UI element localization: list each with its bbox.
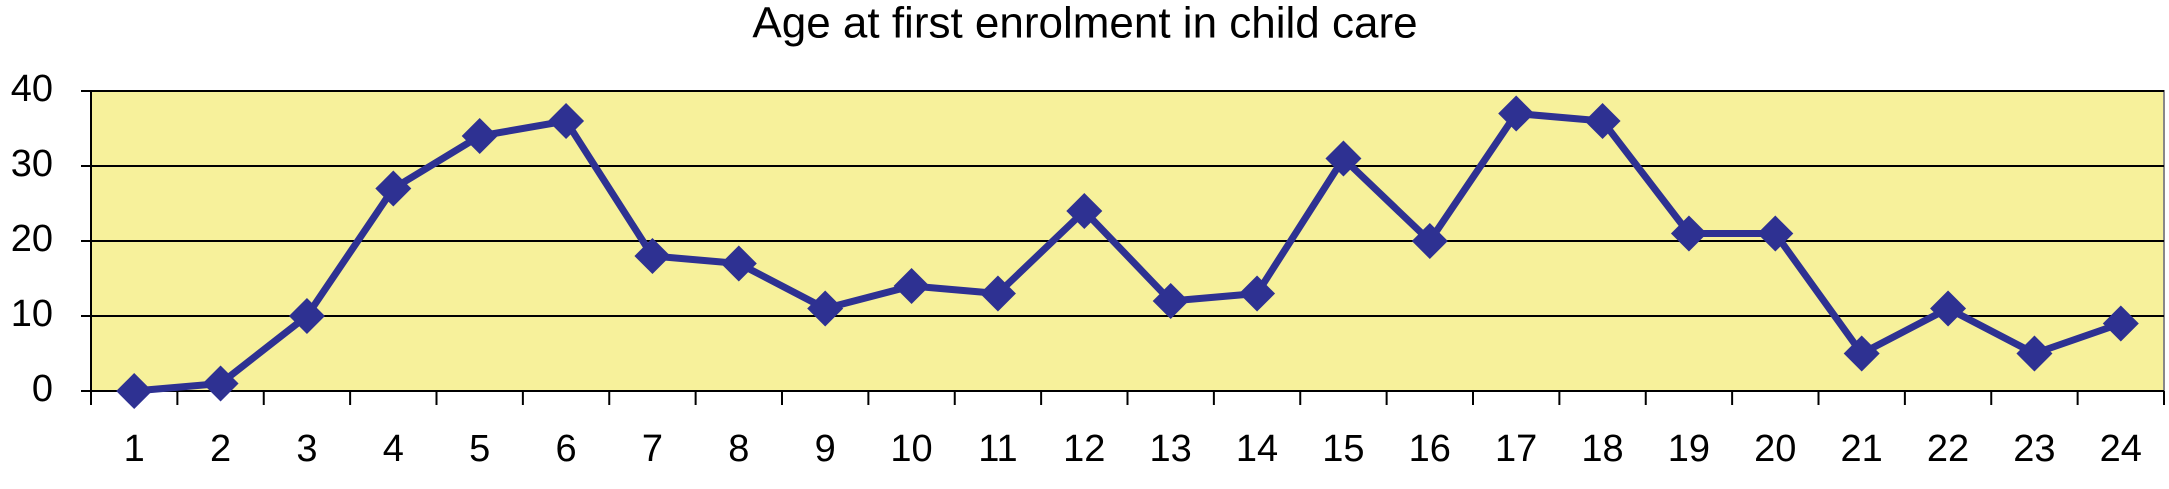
x-tick-label: 22 (1927, 428, 1969, 470)
data-marker (807, 290, 844, 327)
x-tick-label: 2 (210, 428, 231, 470)
x-tick-label: 14 (1236, 428, 1278, 470)
x-tick-label: 12 (1063, 428, 1105, 470)
x-tick-label: 4 (383, 428, 404, 470)
y-tick-label: 10 (11, 293, 53, 335)
x-tick-label: 1 (124, 428, 145, 470)
data-marker (288, 298, 325, 334)
x-tick-label: 16 (1409, 428, 1451, 470)
data-marker (202, 365, 239, 402)
y-tick-label: 40 (11, 68, 53, 110)
data-marker (1239, 275, 1276, 312)
x-tick-label: 19 (1668, 428, 1710, 470)
x-tick-label: 9 (815, 428, 836, 470)
data-marker (1066, 193, 1103, 229)
x-tick-label: 11 (978, 428, 1017, 470)
x-tick-label: 13 (1150, 428, 1192, 470)
x-tick-label: 17 (1495, 428, 1537, 470)
x-tick-label: 20 (1754, 428, 1796, 470)
y-tick-label: 20 (11, 218, 53, 260)
x-tick-label: 5 (469, 428, 490, 470)
data-marker (1670, 215, 1707, 252)
data-marker (634, 238, 671, 274)
data-marker (2102, 305, 2139, 342)
y-tick-label: 0 (32, 368, 53, 410)
chart-title: Age at first enrolment in child care (752, 0, 1417, 48)
data-marker (548, 103, 585, 139)
data-marker (1411, 223, 1448, 259)
y-tick-label: 30 (11, 143, 53, 185)
x-tick-label: 6 (555, 428, 576, 470)
data-marker (1584, 103, 1621, 139)
data-marker (1930, 290, 1967, 327)
data-marker (893, 268, 930, 304)
data-marker (1843, 335, 1880, 372)
data-marker (116, 373, 153, 409)
x-tick-label: 8 (728, 428, 749, 470)
x-tick-label: 18 (1581, 428, 1623, 470)
data-marker (1498, 95, 1535, 132)
x-tick-label: 21 (1841, 428, 1883, 470)
x-tick-label: 7 (642, 428, 663, 470)
data-marker (1757, 215, 1794, 252)
data-marker (2016, 335, 2053, 372)
x-tick-label: 10 (890, 428, 932, 470)
data-marker (979, 275, 1016, 312)
data-marker (375, 170, 412, 207)
data-marker (461, 118, 498, 154)
data-marker (1152, 283, 1189, 319)
x-tick-label: 23 (2013, 428, 2055, 470)
data-marker (720, 245, 757, 282)
data-marker (1325, 140, 1362, 177)
x-tick-label: 15 (1322, 428, 1364, 470)
x-tick-label: 24 (2100, 428, 2142, 470)
x-tick-label: 3 (296, 428, 317, 470)
data-line (133, 110, 2122, 395)
